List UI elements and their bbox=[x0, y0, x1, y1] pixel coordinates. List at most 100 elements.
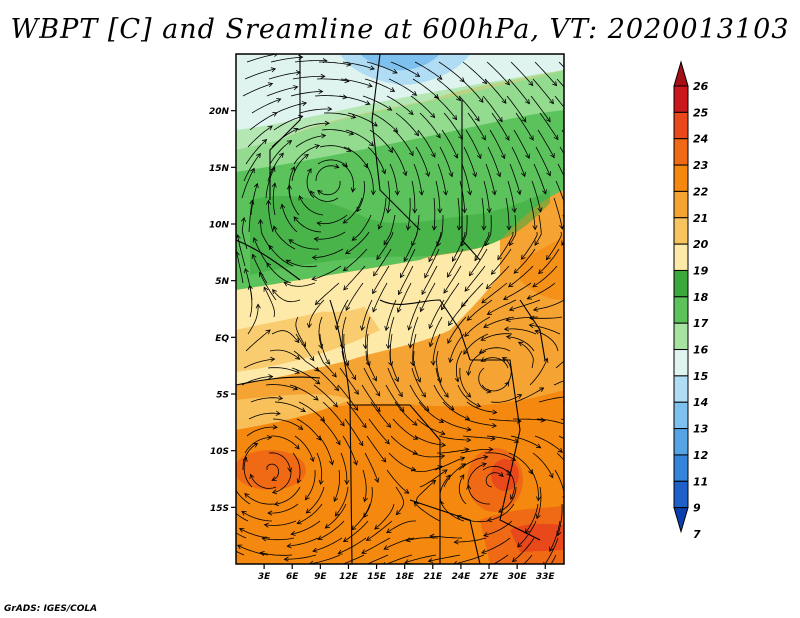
streamline bbox=[385, 554, 413, 564]
colorbar-label: 7 bbox=[693, 528, 701, 541]
streamline-arrow bbox=[407, 325, 413, 331]
streamline-arrow bbox=[513, 438, 520, 444]
streamline-arrow bbox=[414, 72, 421, 77]
streamline bbox=[341, 554, 365, 564]
colorbar-label: 18 bbox=[693, 291, 709, 304]
colorbar-label: 9 bbox=[693, 502, 701, 515]
streamline bbox=[438, 61, 465, 82]
streamline bbox=[338, 537, 367, 555]
streamline-arrow bbox=[566, 395, 570, 399]
streamline bbox=[271, 435, 300, 450]
streamline bbox=[458, 95, 480, 122]
streamline-arrow bbox=[267, 82, 274, 88]
streamline-arrow bbox=[468, 271, 474, 277]
streamline bbox=[293, 145, 320, 165]
lon-tick-label: 18E bbox=[395, 572, 415, 582]
streamline bbox=[438, 435, 471, 441]
streamline bbox=[243, 153, 261, 182]
streamline-arrow bbox=[343, 285, 349, 291]
streamline-arrow bbox=[324, 523, 330, 529]
streamline bbox=[456, 350, 463, 382]
streamline-arrow bbox=[521, 171, 526, 178]
streamline bbox=[260, 219, 272, 250]
streamline bbox=[274, 486, 301, 505]
streamline-arrow bbox=[397, 289, 403, 296]
streamline bbox=[560, 418, 564, 421]
streamline bbox=[443, 463, 466, 488]
streamline-arrow bbox=[395, 510, 401, 516]
streamline-arrow bbox=[363, 163, 368, 169]
streamline-arrow bbox=[405, 225, 411, 231]
streamline bbox=[486, 265, 510, 289]
streamline-arrow bbox=[372, 307, 377, 313]
streamline-arrow bbox=[377, 224, 383, 230]
streamline-arrow bbox=[278, 152, 284, 158]
colorbar-segment bbox=[673, 111, 689, 140]
streamline-arrow bbox=[480, 357, 486, 362]
streamline bbox=[461, 282, 484, 307]
streamline-arrow bbox=[351, 235, 357, 241]
streamline bbox=[317, 159, 348, 168]
streamline-arrow bbox=[296, 478, 302, 484]
streamline-arrow bbox=[440, 442, 447, 448]
streamline bbox=[393, 129, 414, 156]
streamline bbox=[242, 442, 258, 470]
streamline bbox=[266, 86, 298, 97]
streamline-arrow bbox=[358, 440, 364, 447]
streamline bbox=[412, 333, 417, 366]
streamline bbox=[429, 316, 443, 347]
streamline bbox=[394, 401, 418, 426]
streamline-arrow bbox=[258, 218, 264, 224]
streamline-arrow bbox=[310, 190, 315, 196]
streamline-arrow bbox=[517, 394, 523, 399]
streamline bbox=[318, 316, 323, 349]
colorbar-label: 22 bbox=[693, 185, 709, 198]
streamline-arrow bbox=[412, 420, 418, 426]
streamline bbox=[372, 265, 390, 294]
streamline-arrow bbox=[313, 236, 319, 242]
streamline bbox=[486, 435, 519, 443]
streamline-arrow bbox=[442, 190, 448, 196]
streamline bbox=[263, 287, 275, 318]
streamline bbox=[386, 469, 410, 494]
streamline-arrow bbox=[454, 377, 460, 383]
streamline-arrow bbox=[501, 98, 507, 104]
streamline bbox=[549, 520, 561, 552]
streamline-arrow bbox=[316, 221, 322, 227]
streamline-arrow bbox=[394, 190, 400, 196]
streamline-arrow bbox=[259, 271, 264, 278]
streamline bbox=[397, 282, 412, 313]
streamline bbox=[291, 154, 309, 182]
streamline-arrow bbox=[305, 508, 311, 514]
streamline-arrow bbox=[534, 329, 540, 335]
streamline-arrow bbox=[369, 65, 375, 71]
streamline-arrow bbox=[430, 360, 436, 366]
streamline-arrow bbox=[459, 474, 465, 480]
streamline bbox=[430, 535, 462, 539]
streamline bbox=[275, 102, 307, 114]
streamline-arrow bbox=[396, 307, 402, 313]
streamline-arrow bbox=[392, 68, 398, 74]
streamline-arrow bbox=[403, 256, 409, 262]
streamlines bbox=[236, 54, 570, 564]
streamline bbox=[362, 95, 392, 111]
colorbar-label: 26 bbox=[693, 80, 709, 93]
streamline bbox=[559, 146, 564, 155]
streamline bbox=[440, 418, 471, 431]
streamline bbox=[456, 515, 489, 523]
streamline bbox=[410, 465, 443, 473]
streamline-arrow bbox=[549, 546, 554, 552]
streamline bbox=[536, 418, 564, 425]
streamline bbox=[419, 469, 448, 488]
streamline bbox=[236, 532, 247, 539]
streamline bbox=[364, 78, 395, 92]
streamline-arrow bbox=[293, 85, 299, 91]
streamline-arrow bbox=[249, 473, 255, 479]
streamline-arrow bbox=[295, 354, 301, 360]
streamline bbox=[292, 75, 325, 80]
streamline-arrow bbox=[346, 147, 352, 152]
streamline-arrow bbox=[333, 496, 339, 502]
streamline bbox=[534, 435, 563, 453]
streamline-arrow bbox=[387, 105, 393, 111]
streamline-arrow bbox=[456, 225, 462, 231]
